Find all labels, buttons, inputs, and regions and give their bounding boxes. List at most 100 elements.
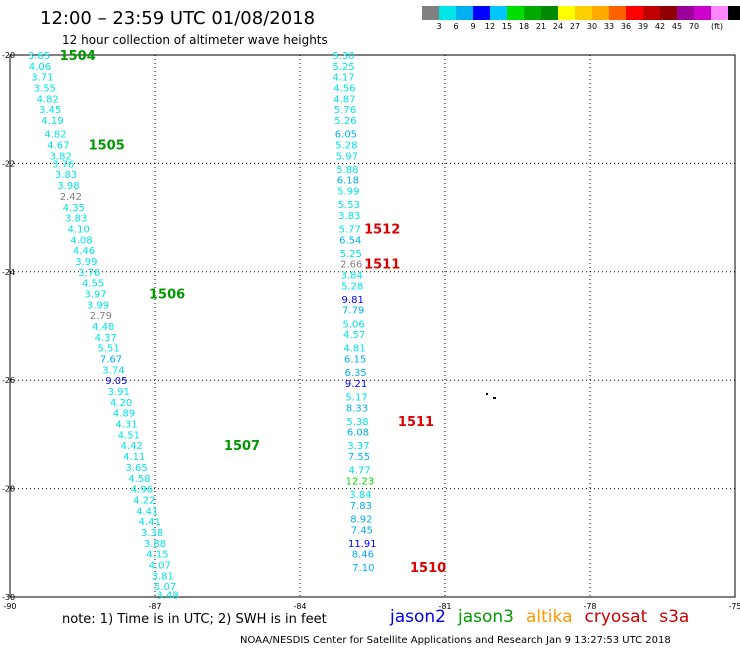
wave-height-point: 6.08 [347, 428, 369, 439]
wave-height-point: 3.65 [126, 463, 148, 474]
colorbar-cell [694, 6, 711, 20]
wave-height-point: 4.67 [47, 140, 69, 151]
land-marker [486, 393, 488, 395]
wave-height-point: 5.77 [339, 224, 361, 235]
wave-height-point: 5.97 [336, 151, 358, 162]
wave-height-point: 4.56 [333, 84, 355, 95]
wave-height-point: 3.71 [31, 73, 53, 84]
wave-height-point: 4.81 [343, 344, 365, 355]
wave-height-point: 5.53 [338, 200, 360, 211]
colorbar-cell [473, 6, 490, 20]
wave-height-point: 2.42 [60, 192, 82, 203]
wave-height-point: 7.79 [342, 306, 364, 317]
wave-height-point: 6.05 [335, 130, 357, 141]
wave-height-point: 5.07 [154, 582, 176, 593]
colorbar-cell [456, 6, 473, 20]
pass-number-label: 1505 [89, 138, 125, 153]
colorbar-tick-label: 42 [654, 22, 666, 31]
wave-height-point: 4.51 [118, 430, 140, 441]
wave-height-point: 8.33 [346, 403, 368, 414]
wave-height-point: 11.91 [348, 539, 377, 550]
wave-height-point: 3.98 [57, 181, 79, 192]
wave-height-point: 6.15 [344, 355, 366, 366]
wave-height-point: 2.79 [90, 311, 112, 322]
wave-height-point: 5.25 [340, 249, 362, 260]
footnote: note: 1) Time is in UTC; 2) SWH is in fe… [62, 612, 327, 627]
colorbar-tick-label: 6 [453, 22, 459, 31]
wave-height-point: 8.46 [352, 550, 374, 561]
x-tick-label: -84 [293, 602, 306, 611]
wave-height-point: 9.21 [345, 379, 367, 390]
colorbar-tick-label: 30 [586, 22, 598, 31]
y-tick-label: -24 [2, 268, 15, 277]
pass-number-label: 1504 [60, 49, 96, 64]
wave-height-point: 4.20 [110, 398, 132, 409]
pass-number-label: 1510 [410, 561, 446, 576]
wave-height-point: 4.37 [95, 333, 117, 344]
wave-height-point: 4.55 [82, 279, 104, 290]
colorbar-cell [490, 6, 507, 20]
pass-number-label: 1511 [398, 415, 434, 430]
wave-height-point: 4.08 [70, 235, 92, 246]
colorbar-tick-label: 39 [637, 22, 649, 31]
wave-height-point: 4.87 [333, 94, 355, 105]
wave-height-colorbar [422, 6, 740, 20]
x-tick-label: -78 [583, 602, 596, 611]
colorbar-tick-label: 36 [620, 22, 632, 31]
chart-title: 12:00 – 23:59 UTC 01/08/2018 [40, 8, 316, 29]
wave-height-point: 6.35 [344, 368, 366, 379]
legend-entry: altika [526, 607, 573, 627]
wave-height-point: 3.76 [78, 268, 100, 279]
wave-height-point: 3.37 [347, 441, 369, 452]
y-tick-label: -28 [2, 485, 15, 494]
colorbar-cell [422, 6, 439, 20]
y-tick-label: -26 [2, 376, 15, 385]
wave-height-point: 3.81 [152, 571, 174, 582]
wave-height-point: 4.22 [133, 495, 155, 506]
wave-height-point: 3.65 [28, 51, 50, 62]
wave-height-point: 3.99 [75, 257, 97, 268]
y-tick-label: -20 [2, 51, 15, 60]
x-tick-label: -90 [3, 602, 16, 611]
credit-line: NOAA/NESDIS Center for Satellite Applica… [240, 635, 671, 646]
wave-height-point: 5.28 [341, 281, 363, 292]
colorbar-ticks: 3 6 9 12 15 18 21 24 27 30 33 36 39 42 45 70 (ft) [422, 22, 740, 34]
grid [9, 54, 736, 598]
colorbar-cell [558, 6, 575, 20]
wave-height-point: 3.48 [156, 590, 178, 601]
wave-height-point: 3.99 [87, 300, 109, 311]
wave-height-point: 4.41 [139, 517, 161, 528]
wave-height-point: 3.45 [39, 105, 61, 116]
wave-height-point: 3.88 [144, 539, 166, 550]
colorbar-cell [626, 6, 643, 20]
wave-height-point: 3.83 [338, 211, 360, 222]
plot-frame [9, 54, 736, 598]
wave-height-point: 7.83 [350, 501, 372, 512]
wave-height-point: 8.92 [350, 514, 372, 525]
wave-height-point: 5.88 [336, 165, 358, 176]
wave-height-point: 3.97 [84, 289, 106, 300]
land-marker [493, 397, 496, 399]
wave-height-point: 5.06 [343, 319, 365, 330]
wave-height-point: 4.19 [41, 116, 63, 127]
wave-height-point: 3.83 [65, 214, 87, 225]
wave-height-point: 3.83 [55, 170, 77, 181]
colorbar-tick-label: 45 [671, 22, 683, 31]
legend-entry: s3a [659, 607, 690, 627]
wave-height-point: 3.84 [349, 490, 371, 501]
wave-height-point: 4.06 [29, 62, 51, 73]
wave-height-point: 3.55 [34, 84, 56, 95]
wave-height-point: 4.58 [128, 474, 150, 485]
x-tick-label: -87 [148, 602, 161, 611]
chart-subtitle: 12 hour collection of altimeter wave hei… [62, 33, 328, 47]
x-tick-label: -81 [438, 602, 451, 611]
wave-height-point: 3.38 [141, 528, 163, 539]
pass-number-label: 1511 [364, 258, 400, 273]
legend-entry: cryosat [584, 607, 648, 627]
wave-height-point: 5.26 [334, 116, 356, 127]
colorbar-cell [677, 6, 694, 20]
x-tick-label: -75 [728, 602, 740, 611]
wave-height-point: 3.82 [50, 151, 72, 162]
wave-height-point: 2.66 [340, 260, 362, 271]
